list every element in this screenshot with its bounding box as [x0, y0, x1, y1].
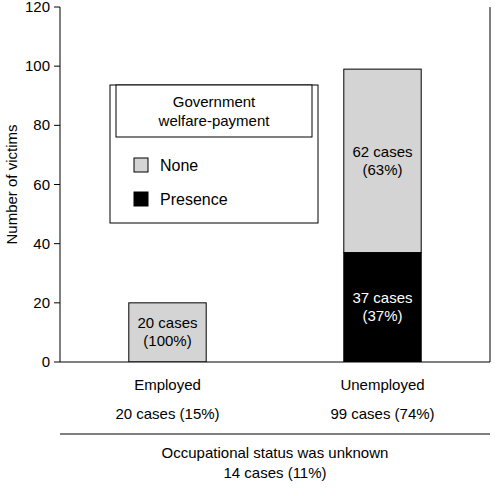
chart-container: 0 20 40 60 80 100 120 Number of victims 37 cases… [0, 0, 500, 496]
y-tick [54, 302, 60, 303]
y-axis [60, 7, 61, 362]
y-tick-label: 20 [33, 294, 50, 311]
x-tick-label: Employed [134, 376, 201, 393]
legend-title: Government welfare-payment [158, 93, 271, 129]
y-tick-label: 60 [33, 176, 50, 193]
y-tick [54, 66, 60, 67]
legend-label: None [160, 157, 198, 174]
y-tick-label: 40 [33, 235, 50, 252]
label-line: 20 cases [137, 314, 197, 331]
category-note: 20 cases (15%) [115, 405, 219, 422]
data-label: 62 cases(63%) [352, 143, 412, 178]
bar-segment [129, 303, 206, 362]
footnote-rule [60, 434, 490, 435]
legend-swatch [134, 158, 148, 172]
label-line: 37 cases [352, 289, 412, 306]
frame-right [490, 7, 491, 362]
footnote: 14 cases (11%) [223, 464, 326, 481]
legend-title-line: Government [173, 93, 256, 110]
y-tick [54, 125, 60, 126]
y-axis-label: Number of victims [3, 124, 20, 244]
legend-title-line: welfare-payment [158, 112, 271, 129]
x-axis [60, 362, 490, 363]
chart-svg: 0 20 40 60 80 100 120 Number of victims 37 cases… [0, 0, 500, 496]
y-tick [54, 184, 60, 185]
data-label: 37 cases(37%) [352, 289, 412, 324]
x-tick-label: Unemployed [340, 376, 424, 393]
bar-segment [344, 69, 421, 252]
y-tick-label: 0 [42, 353, 50, 370]
label-line: (100%) [143, 332, 191, 349]
y-tick-label: 80 [33, 116, 50, 133]
y-tick-label: 120 [25, 0, 50, 15]
label-line: (63%) [362, 161, 402, 178]
category-note: 99 cases (74%) [330, 405, 434, 422]
bar-segment [344, 253, 421, 362]
footnote: Occupational status was unknown [162, 444, 389, 461]
y-tick [54, 7, 60, 8]
y-tick [54, 362, 60, 363]
data-label: 20 cases(100%) [137, 314, 197, 349]
legend-title-box [116, 85, 312, 137]
y-tick-label: 100 [25, 57, 50, 74]
legend-box [110, 85, 318, 223]
legend-label: Presence [160, 191, 228, 208]
label-line: 62 cases [352, 143, 412, 160]
legend: Government welfare-payment None Presence [110, 85, 318, 223]
label-line: (37%) [362, 307, 402, 324]
y-tick [54, 243, 60, 244]
legend-swatch [134, 192, 148, 206]
